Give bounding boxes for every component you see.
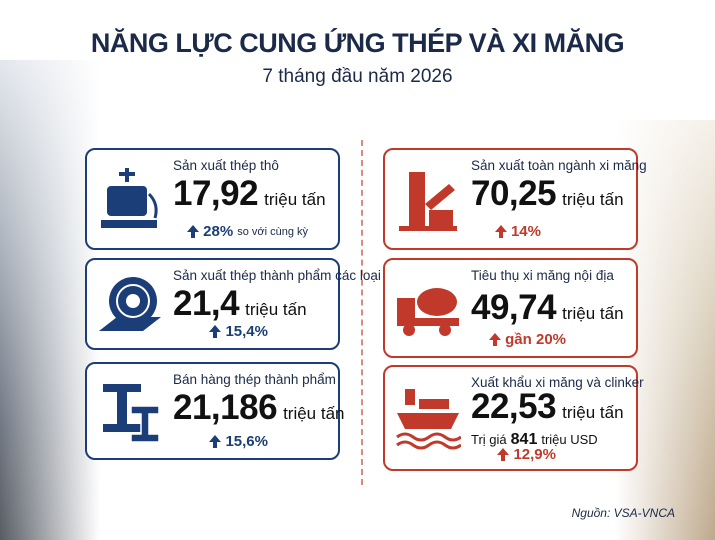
source: Nguồn: VSA-VNCA <box>571 506 675 520</box>
cement-card: Sản xuất toàn ngành xi măng 70,25 triệu t… <box>383 148 647 250</box>
cement-card: Xuất khẩu xi măng và clinker 22,53 triệu … <box>383 365 644 471</box>
label: Sản xuất thép thành phẩm các loại <box>173 268 381 283</box>
change: 15,4% <box>209 323 268 340</box>
value: 70,25 <box>471 174 557 213</box>
change-value: 14% <box>510 223 541 240</box>
unit: triệu tấn <box>562 304 624 323</box>
subtitle: 7 tháng đầu năm 2026 <box>262 66 453 87</box>
value: 21,4 <box>173 284 240 323</box>
steel-card: Bán hàng thép thành phẩm 21,186 triệu tấn… <box>85 362 345 460</box>
value-row: 21,4 triệu tấn <box>173 284 307 324</box>
value-row: 49,74 triệu tấn <box>471 288 624 328</box>
beam-icon <box>103 384 160 443</box>
value: 17,92 <box>173 174 259 213</box>
change: 14% <box>494 223 541 240</box>
unit: triệu tấn <box>264 190 326 209</box>
extra-prefix: Trị giá <box>471 432 507 447</box>
coil-icon <box>99 277 161 331</box>
label: Tiêu thụ xi măng nội địa <box>471 268 614 283</box>
change-value: 28% <box>203 223 234 240</box>
value-row: 21,186 triệu tấn <box>173 388 345 428</box>
unit: triệu tấn <box>283 404 345 423</box>
change: 15,6% <box>209 433 268 450</box>
unit: triệu tấn <box>562 190 624 209</box>
change-value: gần 20% <box>505 331 566 348</box>
value-row: 22,53 triệu tấn <box>471 387 624 427</box>
label: Bán hàng thép thành phẩm <box>173 372 336 387</box>
label: Sản xuất toàn ngành xi măng <box>471 158 647 173</box>
extra-unit: triệu USD <box>541 432 598 447</box>
plant-icon <box>399 172 457 231</box>
change-note: so với cùng kỳ <box>237 225 308 238</box>
steel-card: Sản xuất thép thô 17,92 triệu tấn 28% so v… <box>85 148 340 250</box>
ship-icon <box>396 389 461 450</box>
ladle-icon <box>101 168 158 228</box>
label: Xuất khẩu xi măng và clinker <box>471 375 644 390</box>
change: 12,9% <box>497 446 556 463</box>
extra-value: 841 <box>510 431 538 448</box>
change-value: 15,4% <box>225 323 268 340</box>
change: 28% so với cùng kỳ <box>187 223 308 240</box>
cement-card: Tiêu thụ xi măng nội địa 49,74 triệu tấn … <box>383 258 638 358</box>
title: NĂNG LỰC CUNG ỨNG THÉP VÀ XI MĂNG <box>90 28 625 58</box>
change: gần 20% <box>489 331 566 348</box>
value: 49,74 <box>471 288 557 327</box>
change-value: 12,9% <box>513 446 556 463</box>
label: Sản xuất thép thô <box>173 158 279 173</box>
divider <box>361 140 363 485</box>
unit: triệu tấn <box>245 300 307 319</box>
unit: triệu tấn <box>562 403 624 422</box>
mixer-icon <box>397 288 459 336</box>
export-value: Trị giá 841 triệu USD <box>471 431 598 449</box>
value-row: 17,92 triệu tấn <box>173 174 326 214</box>
change-value: 15,6% <box>225 433 268 450</box>
value-row: 70,25 triệu tấn <box>471 174 624 214</box>
value: 21,186 <box>173 388 278 427</box>
value: 22,53 <box>471 387 557 426</box>
steel-card: Sản xuất thép thành phẩm các loại 21,4 tr… <box>85 258 381 350</box>
